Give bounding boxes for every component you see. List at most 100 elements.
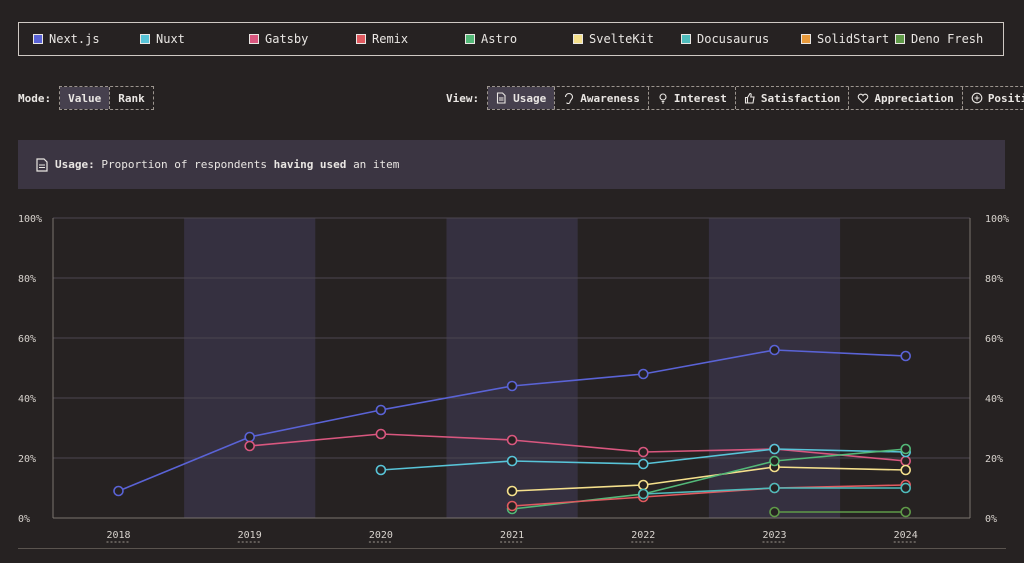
data-point-gatsby	[900, 455, 912, 467]
view-label: View:	[446, 91, 480, 105]
legend-swatch	[249, 34, 259, 44]
data-point-gatsby	[637, 446, 649, 458]
info-text-after: an item	[353, 158, 400, 171]
view-appreciation-button[interactable]: Appreciation	[848, 87, 961, 109]
series-line-remix	[512, 484, 906, 507]
y-tick-label-right: 20%	[985, 454, 1003, 465]
legend-item-deno-fresh[interactable]: Deno Fresh	[895, 32, 983, 46]
data-point-next-js	[375, 404, 387, 416]
heart-icon	[858, 93, 869, 104]
y-tick-label-left: 100%	[18, 214, 42, 225]
data-point-nuxt	[769, 443, 780, 455]
document-icon	[36, 157, 48, 172]
data-point-next-js	[637, 368, 649, 380]
view-awareness-button[interactable]: Awareness	[554, 87, 648, 109]
info-emphasis: having used	[273, 158, 347, 171]
series-line-gatsby	[249, 433, 906, 462]
legend-label: SvelteKit	[589, 32, 655, 46]
view-usage-button[interactable]: Usage	[488, 87, 555, 109]
data-point-nuxt	[506, 455, 518, 467]
thumbs-up-icon	[744, 92, 755, 104]
legend-item-astro[interactable]: Astro	[465, 32, 517, 46]
view-option-label: Interest	[673, 91, 727, 105]
y-tick-label-left: 80%	[18, 274, 36, 285]
y-tick-label-right: 0%	[985, 514, 997, 525]
legend-swatch	[681, 34, 691, 44]
legend-label: Docusaurus	[697, 32, 770, 46]
legend-item-docusaurus[interactable]: Docusaurus	[681, 32, 769, 46]
legend-item-remix[interactable]: Remix	[356, 32, 408, 46]
x-tick-label: 2018	[106, 530, 130, 541]
x-tick-label: 2019	[238, 530, 262, 541]
legend-item-sveltekit[interactable]: SvelteKit	[573, 32, 654, 46]
data-point-docusaurus	[769, 482, 780, 494]
legend: Next.js Nuxt Gatsby Remix Astro SvelteKit Docu…	[18, 22, 1004, 56]
view-option-label: Satisfaction	[760, 91, 841, 105]
data-point-nuxt	[375, 464, 387, 476]
data-point-next-js	[113, 485, 124, 497]
view-option-label: Usage	[513, 91, 547, 105]
view-interest-button[interactable]: Interest	[647, 87, 735, 109]
y-tick-label-right: 100%	[985, 214, 1009, 225]
legend-label: Gatsby	[265, 32, 309, 46]
x-tick-label: 2023	[762, 530, 786, 541]
legend-swatch	[895, 34, 905, 44]
description-banner: Usage: Proportion of respondents having …	[18, 140, 1005, 189]
y-tick-label-left: 0%	[18, 514, 30, 525]
legend-swatch	[573, 34, 583, 44]
data-point-docusaurus	[637, 488, 649, 500]
series-line-sveltekit	[512, 466, 906, 492]
y-tick-label-left: 60%	[18, 334, 36, 345]
view-control: View: Usage Awareness Interest Satisfaction…	[446, 86, 1024, 110]
mode-control: Mode: Value Rank	[18, 86, 154, 110]
legend-swatch	[356, 34, 366, 44]
view-option-label: Positivity	[987, 91, 1024, 105]
mode-rank-button[interactable]: Rank	[109, 87, 153, 109]
legend-swatch	[465, 34, 475, 44]
document-icon	[497, 92, 506, 104]
view-option-label: Awareness	[580, 91, 640, 105]
data-point-next-js	[244, 431, 255, 443]
legend-item-nuxt[interactable]: Nuxt	[140, 32, 185, 46]
data-point-next-js	[769, 344, 780, 356]
mode-label: Mode:	[18, 91, 52, 105]
data-point-deno-fresh	[769, 506, 780, 518]
data-point-docusaurus	[900, 482, 912, 494]
legend-swatch	[140, 34, 150, 44]
data-point-nuxt	[637, 458, 649, 470]
view-satisfaction-button[interactable]: Satisfaction	[734, 87, 848, 109]
data-point-astro	[769, 455, 780, 467]
legend-item-gatsby[interactable]: Gatsby	[249, 32, 308, 46]
data-point-deno-fresh	[900, 506, 912, 518]
legend-label: Next.js	[49, 32, 100, 46]
mode-toggle: Value Rank	[59, 86, 154, 110]
legend-item-next-js[interactable]: Next.js	[33, 32, 100, 46]
data-point-sveltekit	[900, 464, 912, 476]
data-point-gatsby	[506, 434, 518, 446]
lightbulb-icon	[659, 93, 667, 104]
x-tick-label: 2021	[500, 530, 524, 541]
x-tick-label: 2020	[369, 530, 393, 541]
legend-label: SolidStart	[817, 32, 890, 46]
data-point-astro	[900, 443, 912, 455]
mode-value-button[interactable]: Value	[60, 87, 110, 109]
year-band	[184, 218, 316, 518]
info-text-before: Proportion of respondents	[101, 158, 267, 171]
data-point-sveltekit	[506, 485, 518, 497]
legend-label: Deno Fresh	[911, 32, 984, 46]
data-point-gatsby	[244, 440, 255, 452]
data-point-sveltekit	[637, 479, 649, 491]
y-tick-label-right: 80%	[985, 274, 1003, 285]
y-tick-label-left: 40%	[18, 394, 36, 405]
x-tick-label: 2024	[894, 530, 918, 541]
bottom-divider	[18, 548, 1006, 549]
legend-label: Nuxt	[156, 32, 185, 46]
legend-item-solidstart[interactable]: SolidStart	[801, 32, 889, 46]
usage-line-chart: 0% 0% 20% 20% 40% 40% 60% 60% 80% 80% 100% 100% 2018…	[18, 214, 1009, 543]
view-positivity-button[interactable]: Positivity	[961, 87, 1024, 109]
ear-icon	[565, 92, 574, 104]
legend-swatch	[33, 34, 43, 44]
year-band	[446, 218, 578, 518]
view-option-label: Appreciation	[874, 91, 954, 105]
plus-circle-icon	[971, 92, 983, 104]
